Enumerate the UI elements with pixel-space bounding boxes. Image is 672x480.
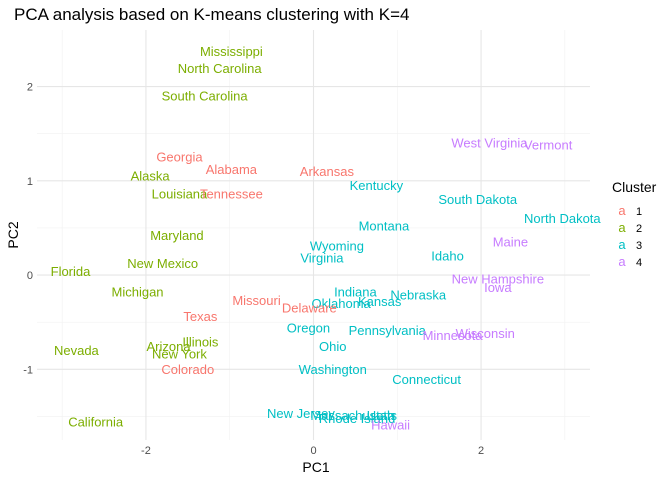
y-axis-title: PC2 (5, 221, 21, 248)
point-label: Ohio (319, 339, 346, 354)
legend-key: a (618, 254, 626, 269)
grid-lines (37, 30, 590, 440)
point-label: Florida (51, 264, 92, 279)
point-label: Oklahoma (312, 296, 372, 311)
y-tick-label: 0 (27, 270, 33, 282)
axis-ticks: -2 0 2 -1 0 1 2 (23, 82, 484, 457)
legend-title: Cluster (612, 179, 657, 195)
point-label: Oregon (287, 320, 330, 335)
point-label: Missouri (232, 293, 281, 308)
point-label: Kansas (358, 294, 402, 309)
point-label: Idaho (431, 249, 464, 264)
point-label: Michigan (112, 285, 164, 300)
point-label: West Virginia (451, 136, 528, 151)
y-tick-label: 2 (27, 82, 33, 94)
point-label: Louisiana (152, 187, 208, 202)
point-label: Texas (183, 309, 217, 324)
point-label: Rhode Island (319, 411, 396, 426)
point-label: Nebraska (390, 287, 446, 302)
point-label: Alabama (206, 162, 258, 177)
legend-label: 2 (636, 223, 642, 235)
point-label: Kentucky (350, 178, 404, 193)
point-label: Massachusetts (310, 408, 397, 423)
point-label: Indiana (334, 285, 377, 300)
point-label: Maine (493, 235, 528, 250)
point-label: Hawaii (371, 417, 410, 432)
x-tick-label: -2 (141, 445, 151, 457)
point-label: Wisconsin (456, 326, 515, 341)
point-label: New Hampshire (452, 271, 544, 286)
x-tick-label: 2 (478, 445, 484, 457)
legend-label: 4 (636, 257, 642, 269)
point-label: Alaska (131, 169, 171, 184)
point-label: North Dakota (524, 211, 601, 226)
point-label: California (68, 415, 124, 430)
point-label: Georgia (156, 150, 203, 165)
point-label: Minnesota (423, 328, 484, 343)
point-label: Washington (299, 362, 367, 377)
legend-key: a (618, 203, 626, 218)
x-axis-title: PC1 (302, 459, 329, 475)
point-label: Iowa (484, 280, 512, 295)
data-points: Mississippi North Carolina South Carolina G… (51, 44, 602, 432)
legend-label: 1 (636, 206, 642, 218)
point-label: North Carolina (178, 61, 263, 76)
point-label: Nevada (54, 343, 100, 358)
legend-key: a (618, 220, 626, 235)
point-label: Pennsylvania (349, 323, 427, 338)
point-label: Virginia (300, 251, 344, 266)
point-label: Arizona (147, 339, 192, 354)
point-label: Mississippi (200, 44, 263, 59)
chart-title: PCA analysis based on K-means clustering… (14, 5, 409, 24)
legend: Cluster a 1a 2a 3a 4 (612, 179, 657, 269)
legend-key: a (618, 237, 626, 252)
point-label: New Jersey (267, 406, 335, 421)
point-label: New York (152, 347, 207, 362)
point-label: Wyoming (310, 238, 364, 253)
point-label: South Carolina (162, 88, 249, 103)
point-label: Montana (359, 219, 410, 234)
point-label: Illinois (182, 334, 219, 349)
point-label: Tennessee (200, 187, 263, 202)
y-tick-label: -1 (23, 364, 33, 376)
point-label: Maryland (150, 228, 203, 243)
point-label: Delaware (282, 301, 337, 316)
point-label: Colorado (161, 362, 214, 377)
point-label: Vermont (524, 137, 573, 152)
point-label: Utah (367, 408, 394, 423)
point-label: South Dakota (438, 192, 518, 207)
point-label: Arkansas (300, 164, 355, 179)
point-label: Connecticut (392, 372, 461, 387)
legend-label: 3 (636, 240, 642, 252)
y-tick-label: 1 (27, 176, 33, 188)
point-label: New Mexico (127, 256, 198, 271)
x-tick-label: 0 (310, 445, 316, 457)
